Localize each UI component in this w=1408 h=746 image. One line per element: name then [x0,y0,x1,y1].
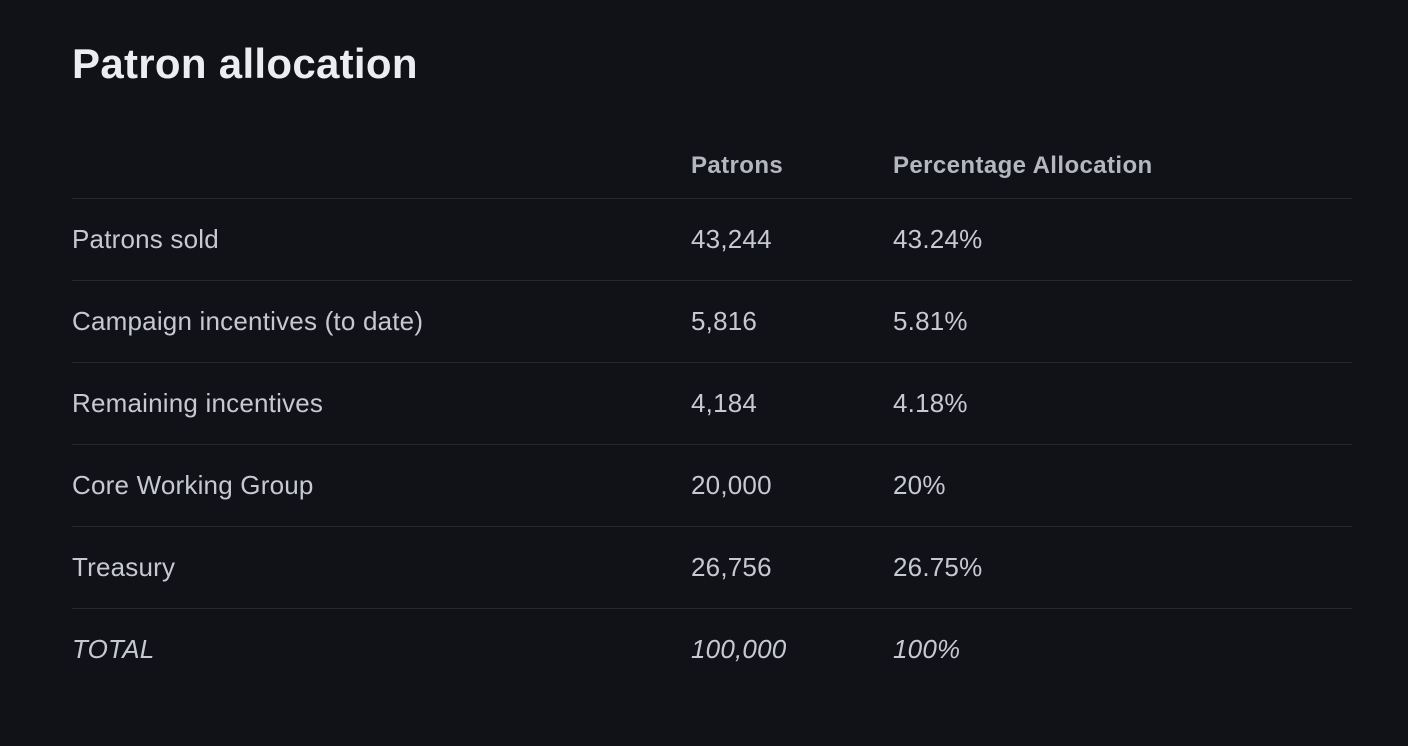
row-label-cell: Patrons sold [72,198,691,281]
table-total-row: TOTAL 100,000 100% [72,609,1352,691]
patron-allocation-table: Patrons Percentage Allocation Patrons so… [72,134,1352,690]
row-label-cell: Core Working Group [72,444,691,527]
row-label-cell: Campaign incentives (to date) [72,280,691,363]
patrons-cell: 43,244 [691,198,893,281]
column-header-percentage: Percentage Allocation [893,134,1352,199]
row-label-cell: Remaining incentives [72,362,691,445]
table-header: Patrons Percentage Allocation [72,134,1352,199]
column-header-label [72,134,691,199]
patrons-cell: 20,000 [691,444,893,527]
percentage-cell: 20% [893,444,1352,527]
table-row: Patrons sold 43,244 43.24% [72,198,1352,281]
patrons-cell: 26,756 [691,526,893,609]
patrons-cell: 5,816 [691,280,893,363]
total-label-cell: TOTAL [72,634,155,664]
page-title: Patron allocation [72,40,418,87]
patrons-cell: 4,184 [691,362,893,445]
table-row: Campaign incentives (to date) 5,816 5.81… [72,280,1352,363]
percentage-cell: 43.24% [893,198,1352,281]
table-header-row: Patrons Percentage Allocation [72,134,1352,199]
total-percentage-cell: 100% [893,634,961,664]
column-header-patrons: Patrons [691,134,893,199]
total-patrons-cell: 100,000 [691,634,787,664]
row-label-cell: Treasury [72,526,691,609]
percentage-cell: 5.81% [893,280,1352,363]
percentage-cell: 26.75% [893,526,1352,609]
page-root: Patron allocation Patrons Percentage All… [72,40,1352,690]
table-row: Treasury 26,756 26.75% [72,526,1352,609]
table-row: Core Working Group 20,000 20% [72,444,1352,527]
table-body: Patrons sold 43,244 43.24% Campaign ince… [72,198,1352,691]
percentage-cell: 4.18% [893,362,1352,445]
table-row: Remaining incentives 4,184 4.18% [72,362,1352,445]
